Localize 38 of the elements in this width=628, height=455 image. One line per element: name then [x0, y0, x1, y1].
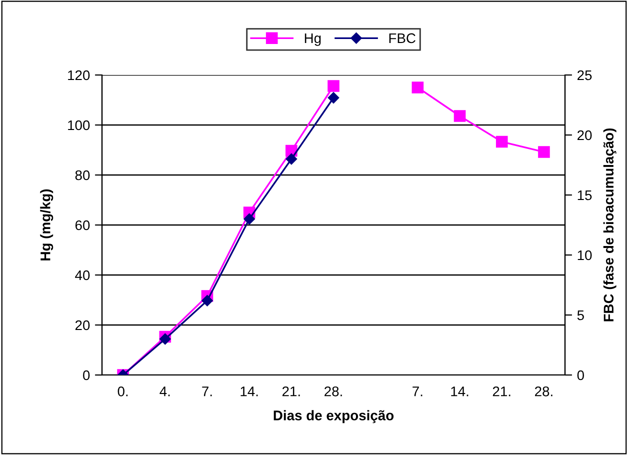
x-tick-label: 7.: [412, 386, 422, 396]
x-axis-title: Dias de exposição: [274, 410, 394, 424]
x-tick-label: 28.: [324, 386, 342, 396]
x-tick-label: 0.: [118, 386, 128, 396]
point: [538, 146, 550, 158]
y-tick-label: 60: [75, 220, 90, 230]
y-tick-label: 40: [75, 270, 90, 280]
y2-tick-label: 0: [577, 370, 584, 380]
point: [412, 82, 424, 94]
y2-tick-label: 15: [578, 190, 592, 200]
x-tick-label: 21.: [282, 386, 300, 396]
y-tick-label: 20: [75, 320, 90, 330]
x-tick-label: 14.: [240, 386, 258, 396]
point: [496, 136, 508, 148]
y2-tick-label: 5: [577, 310, 584, 320]
x-tick-label: 4.: [160, 386, 170, 396]
x-tick-label: 14.: [451, 386, 468, 396]
y2-axis-title: FBC (fase de bioacumulação): [603, 128, 616, 322]
point: [328, 80, 340, 92]
y-axis-title: Hg (mg/kg): [40, 189, 54, 260]
point: [454, 110, 466, 122]
legend-label: FBC: [389, 33, 416, 44]
x-tick-label: 28.: [535, 386, 552, 396]
y-tick-label: 100: [68, 120, 90, 130]
x-tick-label: 7.: [202, 386, 212, 396]
point: [244, 213, 255, 225]
point: [202, 294, 213, 306]
y-tick-label: 120: [68, 70, 90, 80]
point: [328, 92, 340, 104]
legend-label: Hg: [304, 33, 321, 46]
point: [160, 333, 171, 345]
point: [286, 153, 298, 165]
y-tick-label: 0: [83, 370, 90, 380]
y-tick-label: 80: [75, 170, 90, 180]
x-tick-label: 21.: [492, 386, 510, 396]
y2-tick-label: 20: [578, 130, 592, 140]
y2-tick-label: 10: [578, 250, 592, 260]
y2-tick-label: 25: [578, 70, 592, 80]
